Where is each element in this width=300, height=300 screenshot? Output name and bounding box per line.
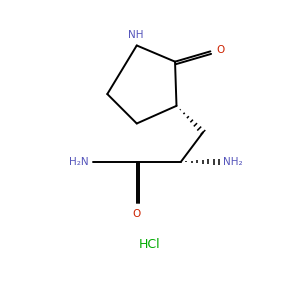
Text: O: O	[133, 209, 141, 220]
Text: NH₂: NH₂	[223, 157, 242, 167]
Text: O: O	[217, 45, 225, 55]
Text: HCl: HCl	[139, 238, 161, 251]
Text: H₂N: H₂N	[69, 157, 89, 167]
Text: NH: NH	[128, 30, 143, 40]
